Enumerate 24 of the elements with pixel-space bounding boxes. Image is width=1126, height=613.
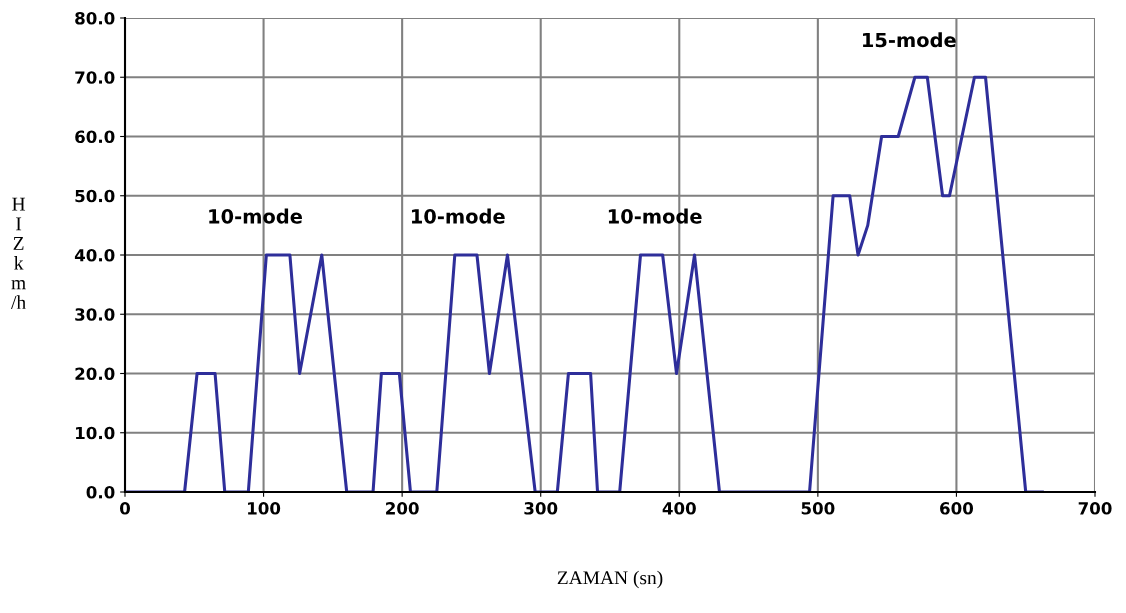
x-tick-label: 0 xyxy=(120,502,130,515)
annotation: 10-mode xyxy=(411,208,505,224)
x-tick-label: 600 xyxy=(940,502,974,515)
x-tick-label: 100 xyxy=(248,502,281,515)
x-axis-title: ZAMAN (sn) xyxy=(557,570,663,589)
annotation: 10-mode xyxy=(608,208,702,224)
line-series xyxy=(125,75,1044,492)
y-tick-label: 70.0 xyxy=(75,71,115,84)
y-axis-title: H I Z k m /h xyxy=(11,197,26,310)
annotation: 10-mode xyxy=(209,208,302,224)
y-tick-label: 20.0 xyxy=(75,367,115,381)
y-tick-label: 0.0 xyxy=(86,485,115,499)
x-tick-label: 400 xyxy=(662,502,696,515)
y-tick-label: 60.0 xyxy=(75,130,115,144)
x-tick-label: 200 xyxy=(386,502,419,515)
x-tick-label: 700 xyxy=(1078,502,1112,515)
x-tick-label: 300 xyxy=(524,502,558,515)
y-tick-label: 10.0 xyxy=(76,426,115,440)
annotation: 15-mode xyxy=(863,32,956,48)
y-tick-label: 40.0 xyxy=(74,248,115,262)
y-tick-label: 80.0 xyxy=(75,11,115,25)
x-tick-label: 500 xyxy=(801,502,835,515)
y-tick-label: 30.0 xyxy=(75,308,115,321)
y-tick-label: 50.0 xyxy=(75,189,115,203)
